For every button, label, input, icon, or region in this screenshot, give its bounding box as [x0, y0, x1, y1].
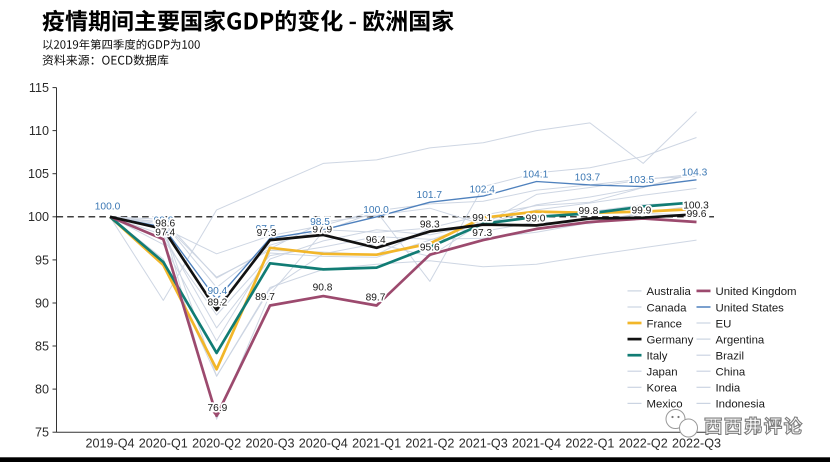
svg-text:China: China: [716, 367, 746, 379]
svg-text:98.6: 98.6: [155, 218, 175, 229]
svg-text:97.3: 97.3: [472, 228, 492, 239]
svg-text:99.8: 99.8: [578, 206, 598, 217]
svg-text:100.0: 100.0: [95, 201, 121, 212]
svg-text:100: 100: [28, 210, 49, 224]
svg-text:2021-Q3: 2021-Q3: [459, 437, 508, 451]
svg-text:Indonesia: Indonesia: [716, 399, 766, 411]
svg-text:2022-Q3: 2022-Q3: [672, 437, 721, 451]
svg-text:76.9: 76.9: [207, 403, 227, 414]
svg-text:95: 95: [35, 253, 49, 267]
svg-text:102.4: 102.4: [469, 185, 495, 196]
svg-text:103.5: 103.5: [629, 175, 655, 186]
svg-text:99.6: 99.6: [687, 209, 707, 220]
svg-text:2020-Q1: 2020-Q1: [139, 437, 188, 451]
svg-text:95.6: 95.6: [420, 243, 440, 254]
svg-text:110: 110: [29, 124, 49, 138]
svg-text:2022-Q2: 2022-Q2: [619, 437, 668, 451]
svg-text:80: 80: [35, 383, 49, 397]
svg-text:96.4: 96.4: [366, 235, 386, 246]
svg-text:85: 85: [35, 339, 49, 353]
svg-text:101.7: 101.7: [417, 190, 443, 201]
svg-text:105: 105: [28, 167, 49, 181]
svg-text:United States: United States: [716, 302, 785, 314]
svg-text:100.0: 100.0: [363, 205, 389, 216]
svg-text:2020-Q2: 2020-Q2: [192, 437, 241, 451]
svg-text:2020-Q4: 2020-Q4: [299, 437, 348, 451]
svg-text:98.8: 98.8: [154, 215, 174, 226]
svg-text:Italy: Italy: [647, 351, 668, 363]
svg-text:90: 90: [35, 296, 49, 310]
svg-text:United Kingdom: United Kingdom: [716, 286, 797, 298]
svg-text:Brazil: Brazil: [716, 351, 744, 363]
svg-text:90.4: 90.4: [207, 286, 227, 297]
svg-text:Canada: Canada: [647, 302, 688, 314]
svg-text:99.1: 99.1: [472, 213, 492, 224]
svg-text:89.7: 89.7: [255, 292, 275, 303]
svg-text:98.5: 98.5: [310, 217, 330, 228]
svg-text:99.0: 99.0: [526, 213, 546, 224]
svg-text:EU: EU: [716, 318, 732, 330]
svg-text:Argentina: Argentina: [716, 334, 765, 346]
svg-text:103.7: 103.7: [575, 173, 601, 184]
svg-text:2021-Q2: 2021-Q2: [405, 437, 454, 451]
svg-text:89.7: 89.7: [366, 292, 386, 303]
svg-text:Korea: Korea: [647, 383, 678, 395]
svg-text:99.9: 99.9: [631, 206, 651, 217]
svg-text:2021-Q4: 2021-Q4: [512, 437, 561, 451]
svg-text:France: France: [647, 318, 682, 330]
svg-text:97.5: 97.5: [256, 224, 276, 235]
svg-text:104.3: 104.3: [682, 168, 708, 179]
svg-text:Germany: Germany: [647, 334, 694, 346]
svg-text:100.3: 100.3: [683, 201, 709, 212]
svg-text:104.1: 104.1: [523, 169, 549, 180]
svg-text:89.2: 89.2: [207, 298, 227, 309]
svg-text:115: 115: [29, 81, 49, 95]
svg-text:97.9: 97.9: [312, 225, 332, 236]
svg-text:2022-Q1: 2022-Q1: [565, 437, 614, 451]
svg-text:Mexico: Mexico: [647, 399, 683, 411]
svg-text:2020-Q3: 2020-Q3: [245, 437, 294, 451]
svg-text:India: India: [716, 383, 741, 395]
svg-text:Japan: Japan: [647, 367, 678, 379]
svg-text:97.4: 97.4: [155, 227, 175, 238]
svg-text:2021-Q1: 2021-Q1: [352, 437, 401, 451]
svg-text:98.3: 98.3: [420, 220, 440, 231]
svg-text:Australia: Australia: [647, 286, 692, 298]
svg-text:2019-Q4: 2019-Q4: [85, 437, 134, 451]
svg-text:90.8: 90.8: [313, 282, 333, 293]
svg-text:75: 75: [35, 426, 49, 440]
svg-text:97.3: 97.3: [257, 228, 277, 239]
